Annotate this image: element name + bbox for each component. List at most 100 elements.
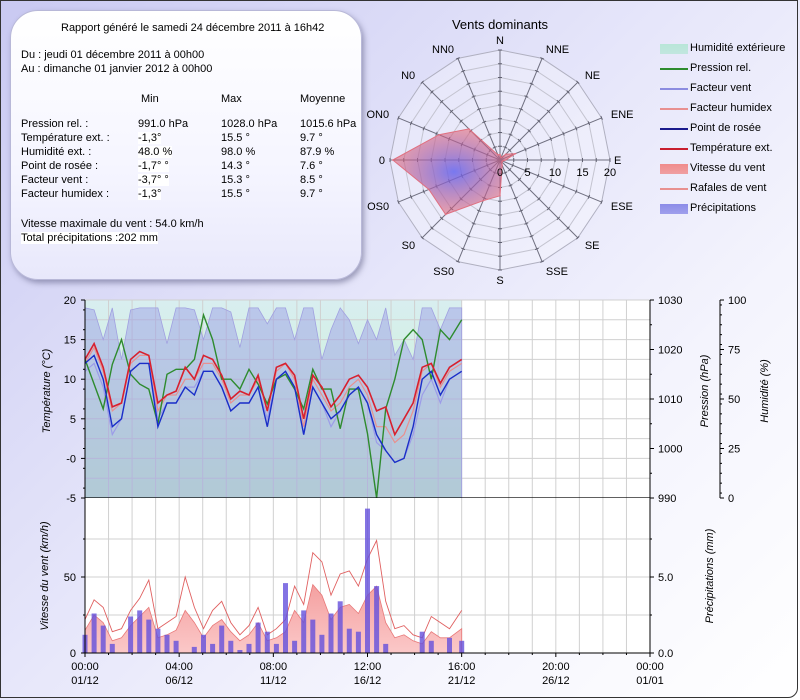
row-label: Pression rel. : <box>21 118 89 130</box>
radar-point <box>468 128 470 130</box>
temp-tick-label: 15 <box>64 335 76 347</box>
precip-bar <box>173 640 179 653</box>
radar-tick <box>461 247 466 251</box>
radar-tick <box>439 216 444 221</box>
legend-label: Vitesse du vent <box>690 162 766 174</box>
humidity-tick-label: 25 <box>728 444 740 456</box>
date-tick-label: 01/12 <box>71 675 99 687</box>
time-tick-label: 08:00 <box>260 661 288 673</box>
radar-direction-label: ESE <box>611 201 633 213</box>
radar-r-tick-label: 20 <box>604 167 616 179</box>
precip-bar <box>447 637 452 653</box>
radar-direction-label: SE <box>585 240 600 252</box>
humidity-tick-label: 75 <box>728 345 740 357</box>
radar-point <box>514 152 517 155</box>
wind-tick-label: 0 <box>70 648 76 660</box>
precip-bar <box>146 619 152 653</box>
radar-tick <box>549 136 553 141</box>
col-min-header: Min <box>141 93 159 105</box>
row-min: 991.0 hPa <box>138 118 189 130</box>
radar-tick <box>507 148 512 153</box>
radar-r-tick-label: 0 <box>497 167 503 179</box>
pressure-tick-label: 1000 <box>658 444 682 456</box>
radar-tick <box>397 200 400 205</box>
radar-tick <box>459 119 463 123</box>
precip-bar <box>383 643 389 653</box>
radar-tick <box>455 260 460 263</box>
row-max: 98.0 % <box>221 146 256 158</box>
legend-label: Facteur humidex <box>690 102 772 114</box>
radar-tick <box>527 187 531 191</box>
radar-tick <box>524 147 527 152</box>
radar-tick <box>511 163 514 168</box>
legend-label: Précipitations <box>690 202 757 214</box>
precip-tick-label: 5.0 <box>658 572 673 584</box>
precip-bar <box>128 616 134 653</box>
radar-title: Vents dominants <box>451 17 549 32</box>
radar-tick <box>409 121 413 126</box>
radar-direction-label: NE <box>585 70 600 82</box>
precip-bar <box>246 643 252 653</box>
radar-tick <box>513 196 518 200</box>
precip-bar <box>201 634 206 653</box>
precip-bar <box>459 640 465 653</box>
col-max-header: Max <box>221 93 242 105</box>
radar-direction-label: SS0 <box>433 266 454 278</box>
row-avg: 9.7 ° <box>300 188 323 200</box>
radar-tick <box>600 200 603 205</box>
row-min: -1,3° <box>138 188 162 200</box>
radar-point <box>438 133 440 136</box>
precip-bar <box>310 619 316 653</box>
row-avg: 9.7 ° <box>300 132 323 144</box>
precip-bar <box>237 650 243 653</box>
report-to: Au : dimanche 01 janvier 2012 à 00h00 <box>21 63 213 75</box>
report-panel: Rapport généré le samedi 24 décembre 201… <box>10 10 362 280</box>
radar-point <box>500 156 502 159</box>
radar-tick <box>574 189 578 194</box>
radar-tick <box>461 69 466 73</box>
time-tick-label: 12:00 <box>354 661 382 673</box>
precip-bar <box>155 628 161 653</box>
legend-label: Facteur vent <box>690 82 752 94</box>
radar-direction-label: OS0 <box>367 201 389 213</box>
row-max: 15.3 ° <box>221 174 250 186</box>
precip-bar <box>328 613 334 653</box>
time-tick-label: 00:00 <box>636 661 664 673</box>
radar-tick <box>562 131 565 136</box>
radar-tick <box>420 236 424 240</box>
report-from: Du : jeudi 01 décembre 2011 à 00h00 <box>21 49 205 61</box>
row-max: 15.5 ° <box>221 132 250 144</box>
radar-point <box>444 213 447 216</box>
precip-bar <box>228 640 234 653</box>
row-avg: 87.9 % <box>300 146 335 158</box>
row-label: Facteur humidex : <box>21 188 110 200</box>
temp-tick-label: 5 <box>70 414 76 426</box>
radar-point <box>501 164 503 166</box>
row-min: -3,7° ° <box>138 174 169 186</box>
precip-bar <box>374 586 380 653</box>
precip-bar <box>109 643 115 653</box>
wind-chart <box>81 498 654 657</box>
radar-tick <box>540 260 545 263</box>
wind-axis-title: Vitesse du vent (km/h) <box>39 521 51 631</box>
radar-tick <box>536 173 540 178</box>
radar-direction-label: NN0 <box>432 44 454 56</box>
row-max: 15.5 ° <box>221 188 250 200</box>
temp-tick-label: 20 <box>64 295 76 307</box>
legend-line <box>660 148 688 150</box>
radar-r-tick-label: 10 <box>549 167 561 179</box>
radar-direction-label: E <box>614 155 621 167</box>
pressure-tick-label: 1030 <box>658 295 682 307</box>
radar-tick <box>574 126 578 131</box>
series-line-temp-rature-ext- <box>84 341 463 437</box>
radar-tick <box>524 168 527 173</box>
radar-tick <box>513 120 518 124</box>
radar-tick <box>517 138 522 143</box>
precip-bar <box>210 643 216 653</box>
humidity-tick-label: 100 <box>728 295 746 307</box>
radar-tick <box>420 80 424 84</box>
col-avg-header: Moyenne <box>300 93 346 105</box>
radar-direction-label: ENE <box>611 109 634 121</box>
radar-tick <box>487 133 492 136</box>
